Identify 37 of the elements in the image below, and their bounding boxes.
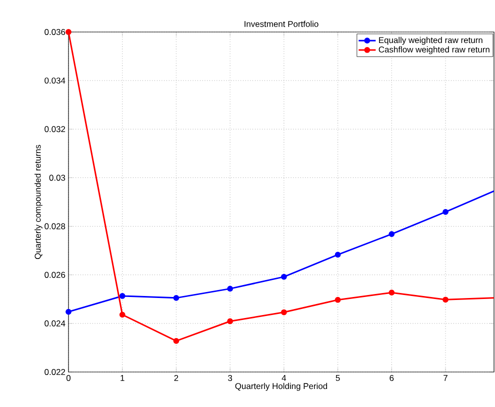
y-tick-label: 0.022	[44, 369, 66, 375]
chart-title: Investment Portfolio	[244, 20, 318, 27]
y-axis-title: Quarterly compounded returns	[34, 144, 42, 260]
y-tick-label: 0.032	[44, 126, 66, 132]
y-tick-label: 0.024	[44, 320, 66, 326]
point	[227, 286, 234, 292]
point	[119, 312, 126, 318]
point	[388, 231, 395, 237]
x-tick-label: 3	[228, 375, 232, 382]
point	[66, 308, 72, 315]
y-tick-label: 0.034	[44, 78, 66, 84]
point	[334, 252, 341, 258]
y-tick-label: 0.03	[49, 174, 66, 181]
point	[227, 318, 234, 324]
x-tick-label: 7	[444, 375, 448, 381]
legend-label: Cashflow weighted raw return	[378, 46, 490, 54]
point	[119, 293, 126, 299]
legend-label: Equally weighted raw return	[379, 36, 482, 45]
x-tick-label: 1	[120, 375, 124, 381]
y-tick-label: 0.028	[44, 223, 66, 230]
x-tick-label: 6	[390, 375, 394, 382]
x-tick-label: 5	[336, 375, 340, 381]
point	[173, 294, 180, 301]
point	[66, 29, 72, 35]
point	[334, 296, 341, 303]
point	[388, 290, 395, 296]
y-tick-label: 0.036	[44, 29, 66, 35]
y-tick-label: 0.026	[44, 272, 66, 278]
x-tick-label: 2	[174, 375, 178, 381]
point	[281, 309, 287, 316]
x-tick-label: 0	[66, 375, 71, 382]
x-axis-title: Quarterly Holding Period	[235, 382, 328, 391]
point	[281, 274, 287, 280]
point	[173, 338, 180, 344]
point	[442, 209, 448, 215]
x-tick-label: 4	[282, 375, 286, 381]
point	[442, 296, 448, 303]
